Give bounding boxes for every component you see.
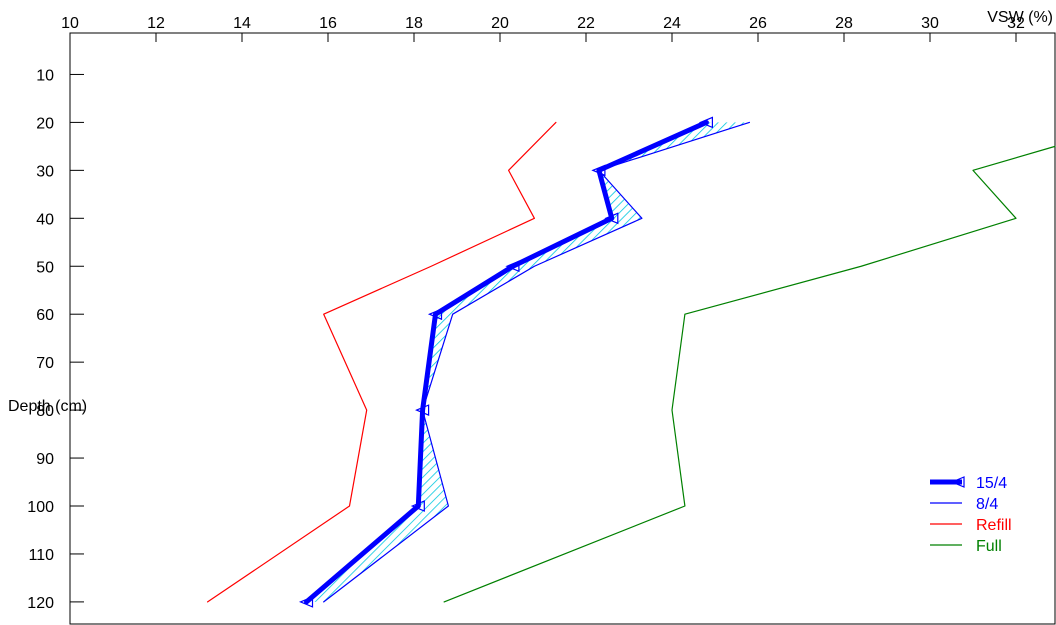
point-marker-15-4 (505, 260, 520, 273)
difference-hatch-area (306, 122, 750, 602)
x-tick-label: 20 (491, 15, 509, 32)
difference-fill-layer (306, 122, 750, 602)
x-axis: 10 12 14 16 18 20 22 24 26 28 30 32 (61, 15, 1025, 42)
point-marker-15-4 (604, 212, 619, 225)
y-tick-label: 60 (36, 307, 54, 324)
point-marker-15-4 (410, 500, 425, 512)
legend-label-8-4: 8/4 (976, 496, 998, 513)
point-marker-15-4 (415, 404, 430, 417)
plot-frame (69, 32, 1056, 625)
y-tick-label: 70 (36, 355, 54, 372)
y-tick-label: 30 (36, 163, 54, 180)
y-tick-label: 20 (36, 115, 54, 132)
x-tick-label: 30 (921, 15, 939, 32)
series-line-full (443, 145, 1056, 603)
x-axis-title: VSW (%) (987, 9, 1053, 26)
x-tick-label: 12 (147, 15, 165, 32)
point-marker-15-4 (298, 596, 314, 608)
x-tick-label: 32 (1007, 15, 1025, 32)
x-tick-label: 18 (405, 15, 423, 32)
x-tick-label: 16 (319, 15, 337, 32)
legend-label-15-4: 15/4 (976, 475, 1007, 492)
legend: 15/4 8/4 Refill Full (930, 475, 1012, 555)
x-tick-label: 26 (749, 15, 767, 32)
x-tick-label: 28 (835, 15, 853, 32)
x-tick-label: 14 (233, 15, 251, 32)
y-tick-label: 110 (28, 547, 54, 564)
point-marker-15-4 (427, 308, 443, 321)
legend-label-refill: Refill (976, 517, 1012, 534)
series-line-15-4 (304, 119, 709, 605)
x-tick-label: 10 (61, 15, 79, 32)
y-tick-label: 10 (36, 67, 54, 84)
y-tick-label: 80 (36, 403, 54, 420)
legend-marker-15-4 (950, 476, 965, 488)
y-tick-label: 50 (36, 259, 54, 276)
point-marker-15-4 (591, 164, 606, 177)
series-line-8-4 (323, 121, 751, 603)
y-axis-title: Depth (cm) (8, 398, 87, 415)
x-tick-label: 24 (663, 15, 681, 32)
y-tick-label: 120 (27, 595, 54, 612)
legend-label-full: Full (976, 538, 1002, 555)
y-tick-label: 40 (36, 211, 54, 228)
y-tick-label: 100 (27, 499, 54, 516)
series-line-refill (207, 121, 557, 603)
x-tick-label: 22 (577, 15, 595, 32)
y-tick-label: 90 (36, 451, 54, 468)
point-marker-15-4 (698, 116, 714, 129)
y-axis: 10 20 30 40 50 60 70 80 90 100 110 120 (27, 67, 84, 612)
series-layer (207, 116, 1056, 608)
